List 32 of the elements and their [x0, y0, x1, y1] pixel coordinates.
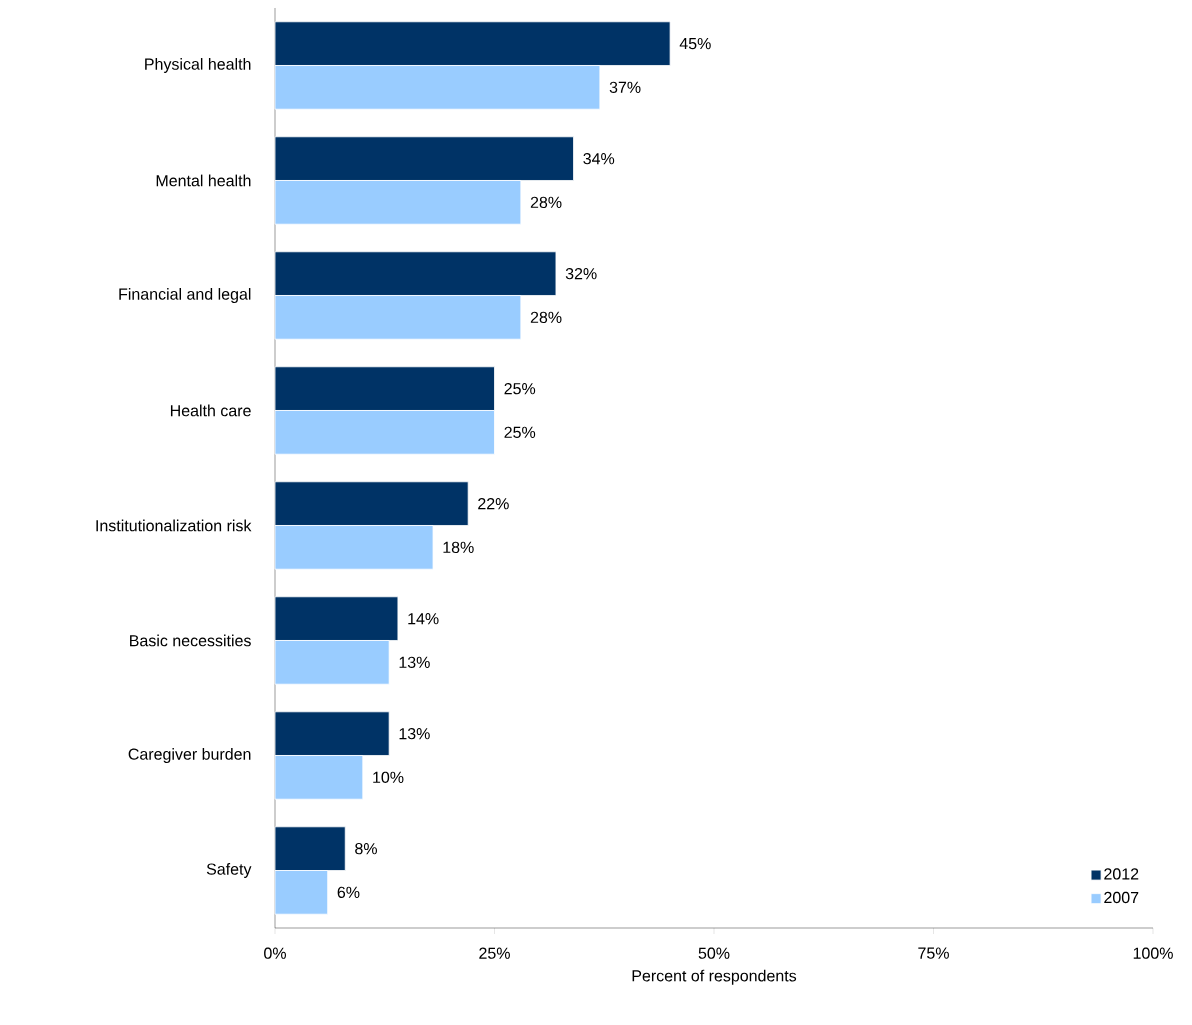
legend-label: 2007 — [1104, 891, 1139, 904]
y-tick-label: Financial and legal — [119, 288, 251, 303]
data-label: 28% — [530, 311, 562, 324]
data-label: 37% — [609, 81, 641, 93]
y-tick-label: Institutionalization risk — [96, 519, 252, 532]
legend-label: 2012 — [1104, 868, 1139, 880]
x-tick-label: 75% — [918, 947, 949, 959]
data-label: 25% — [504, 426, 536, 439]
y-tick-label: Safety — [206, 863, 252, 878]
data-label: 14% — [408, 613, 439, 625]
data-label: 10% — [373, 771, 404, 784]
data-label: 28% — [530, 196, 562, 208]
data-label: 32% — [565, 267, 597, 280]
data-label: 13% — [399, 656, 430, 669]
x-tick-label: 50% — [698, 947, 730, 959]
y-tick-label: Health care — [170, 404, 251, 417]
data-label: 13% — [399, 727, 430, 740]
data-label: 34% — [583, 152, 615, 165]
data-label: 18% — [443, 541, 474, 554]
x-axis-title: Percent of respondents — [632, 969, 797, 985]
x-tick-label: 100% — [1133, 947, 1173, 959]
y-tick-label: Basic necessities — [130, 634, 251, 647]
data-label: 6% — [337, 886, 360, 899]
x-tick-label: 0% — [264, 947, 286, 959]
y-tick-label: Physical health — [145, 58, 251, 73]
data-label: 25% — [504, 382, 536, 395]
data-label: 8% — [355, 842, 377, 855]
x-tick-label: 25% — [479, 947, 510, 959]
y-tick-label: Caregiver burden — [128, 748, 251, 763]
data-label: 22% — [478, 498, 509, 510]
y-tick-label: Mental health — [156, 174, 251, 187]
data-label: 45% — [679, 38, 711, 50]
